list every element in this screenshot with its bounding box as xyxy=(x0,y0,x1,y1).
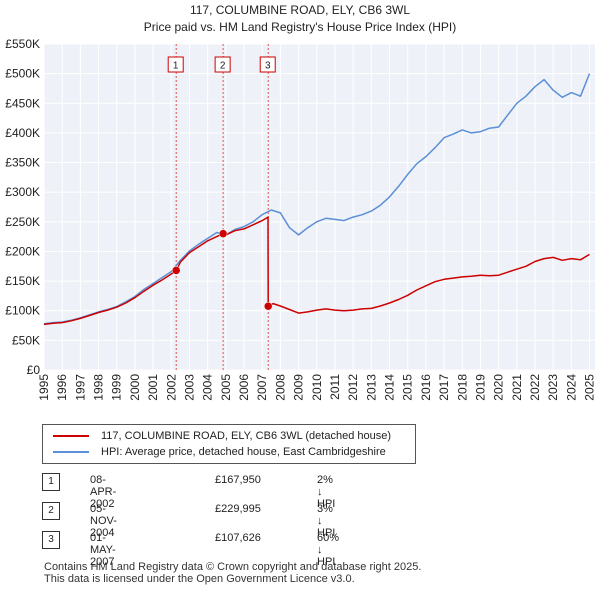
transaction-number-badge: 1 xyxy=(42,473,60,491)
x-tick-label: 2006 xyxy=(237,374,251,401)
x-tick-label: 2009 xyxy=(292,374,306,401)
sale-point xyxy=(263,301,273,311)
transaction-date: 08-APR-2002 xyxy=(90,474,117,510)
x-tick-label: 2005 xyxy=(219,374,233,401)
x-tick-label: 2000 xyxy=(128,374,142,401)
legend-swatch-hpi xyxy=(53,451,89,454)
x-tick-label: 1997 xyxy=(73,374,87,401)
chart-subtitle: Price paid vs. HM Land Registry's House … xyxy=(144,20,456,34)
transaction-date: 01-MAY-2007 xyxy=(90,532,116,568)
footer: Contains HM Land Registry data © Crown c… xyxy=(44,561,421,585)
x-tick-label: 2012 xyxy=(346,374,360,401)
x-tick-label: 2013 xyxy=(364,374,378,401)
x-tick-label: 1995 xyxy=(37,374,51,401)
transaction-date: 05-NOV-2004 xyxy=(90,503,117,539)
x-tick-label: 1996 xyxy=(55,374,69,401)
y-tick-label: £400K xyxy=(5,126,40,140)
y-tick-label: £450K xyxy=(5,96,40,110)
transaction-hpi-change: 3% ↓ HPI xyxy=(317,503,336,539)
x-tick-label: 2020 xyxy=(492,374,506,401)
sale-marker-box xyxy=(167,56,184,73)
x-tick-label: 2018 xyxy=(455,374,469,401)
sale-point xyxy=(171,266,181,275)
sale-marker-box xyxy=(214,56,231,73)
y-tick-label: £550K xyxy=(5,37,40,51)
transaction-price: £167,950 xyxy=(215,474,261,486)
footer-copyright: Contains HM Land Registry data © Crown c… xyxy=(44,561,422,573)
y-tick-label: £100K xyxy=(5,304,40,318)
sale-points xyxy=(171,229,273,311)
transaction-price: £229,995 xyxy=(215,503,261,515)
x-tick-label: 2011 xyxy=(328,374,342,400)
legend-label-hpi: HPI: Average price, detached house, East… xyxy=(101,446,386,458)
sale-marker-label: 3 xyxy=(265,61,271,72)
y-tick-label: £300K xyxy=(5,185,40,199)
transaction-hpi-change: 2% ↓ HPI xyxy=(317,474,336,510)
x-tick-label: 2008 xyxy=(273,374,287,401)
y-tick-label: £200K xyxy=(5,244,40,258)
legend-item-hpi: HPI: Average price, detached house, East… xyxy=(53,444,386,460)
x-tick-label: 2014 xyxy=(383,374,397,401)
legend-swatch-property xyxy=(53,435,89,438)
y-tick-label: £150K xyxy=(5,274,40,288)
y-tick-label: £50K xyxy=(12,333,40,347)
x-tick-label: 2010 xyxy=(310,374,324,401)
y-tick-label: £500K xyxy=(5,67,40,81)
x-tick-label: 2019 xyxy=(473,374,487,401)
x-tick-label: 2016 xyxy=(419,374,433,401)
y-axis-ticks: £0 £50K £100K £150K £200K £250K £300K £350K £400… xyxy=(5,37,40,377)
series-lines xyxy=(43,73,591,326)
x-tick-label: 2017 xyxy=(437,374,451,401)
series-line xyxy=(43,216,590,326)
x-tick-label: 2025 xyxy=(583,374,597,401)
transaction-price: £107,626 xyxy=(215,532,261,544)
y-tick-label: £350K xyxy=(5,156,40,170)
legend: 117, COLUMBINE ROAD, ELY, CB6 3WL (detac… xyxy=(42,424,416,464)
x-tick-label: 1999 xyxy=(110,374,124,401)
transaction-hpi-change: 60% ↓ HPI xyxy=(317,532,340,568)
transaction-number-badge: 2 xyxy=(42,502,60,520)
x-tick-label: 2022 xyxy=(528,374,542,401)
y-tick-label: £250K xyxy=(5,215,40,229)
sale-marker-label: 2 xyxy=(220,61,226,72)
sale-point xyxy=(218,229,228,238)
x-tick-label: 2023 xyxy=(546,374,560,401)
x-tick-label: 2001 xyxy=(146,374,160,401)
price-chart: 117, COLUMBINE ROAD, ELY, CB6 3WL Price … xyxy=(5,3,597,401)
x-tick-label: 2002 xyxy=(164,374,178,401)
x-tick-label: 1998 xyxy=(92,374,106,401)
x-tick-label: 2003 xyxy=(182,374,196,401)
sale-marker-box xyxy=(259,56,276,73)
series-line xyxy=(43,73,591,325)
sale-marker-label: 1 xyxy=(173,61,179,72)
x-tick-label: 2015 xyxy=(401,374,415,401)
sale-marker-lines: 1 2 3 xyxy=(167,44,276,370)
y-tick-label: £0 xyxy=(27,363,41,377)
grid xyxy=(43,43,595,371)
x-axis-ticks: 1995 1996 1997 1998 1999 2000 2001 2002 2003 2004… xyxy=(37,374,597,401)
legend-item-property: 117, COLUMBINE ROAD, ELY, CB6 3WL (detac… xyxy=(53,428,391,444)
transaction-number-badge: 3 xyxy=(42,531,60,549)
x-tick-label: 2004 xyxy=(201,374,215,401)
x-tick-label: 2024 xyxy=(564,374,578,401)
x-tick-label: 2021 xyxy=(510,374,524,401)
footer-licence: This data is licensed under the Open Gov… xyxy=(44,573,355,585)
x-tick-label: 2007 xyxy=(255,374,269,401)
legend-label-property: 117, COLUMBINE ROAD, ELY, CB6 3WL (detac… xyxy=(101,430,392,442)
chart-title: 117, COLUMBINE ROAD, ELY, CB6 3WL xyxy=(190,3,410,17)
plot-area xyxy=(44,44,595,370)
